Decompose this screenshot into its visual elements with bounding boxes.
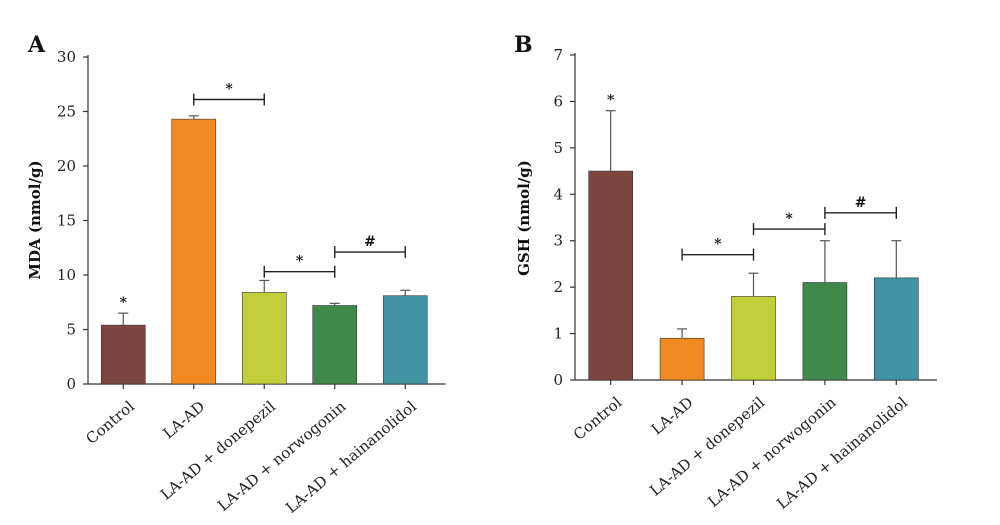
bar (659, 337, 705, 381)
x-tick-label: LA-AD + norwogonin (214, 397, 349, 515)
bar (873, 277, 919, 381)
y-tick-label: 4 (553, 185, 563, 203)
significance-bracket (334, 246, 406, 259)
y-tick-label: 2 (553, 278, 563, 296)
bracket-label: * (714, 237, 722, 253)
x-tick-label: LA-AD + norwogonin (704, 393, 839, 511)
bar (171, 118, 217, 385)
bracket-label: * (225, 82, 233, 98)
y-axis-title: MDA (nmol/g) (26, 160, 44, 279)
y-tick-label: 6 (553, 92, 563, 110)
y-tick-label: 5 (66, 321, 76, 339)
panel-letter: A (27, 32, 46, 58)
bar (802, 282, 848, 381)
y-axis-title: GSH (nmol/g) (515, 160, 533, 276)
significance-bracket (681, 248, 755, 261)
x-tick-label: Control (82, 397, 138, 448)
x-tick-label: LA-AD + donepezil (157, 397, 279, 503)
x-tick-label: LA-AD + hainanolidol (282, 397, 420, 517)
bracket-label: * (296, 254, 304, 270)
bar (382, 295, 428, 385)
y-tick-label: 15 (57, 212, 76, 230)
significance-bracket (263, 265, 336, 278)
significance-bracket (824, 206, 897, 219)
bar (241, 292, 287, 385)
bar (312, 305, 358, 385)
significance-bracket (193, 93, 265, 106)
bar (100, 324, 146, 385)
x-tick-label: LA-AD (159, 397, 208, 442)
bar (588, 170, 634, 381)
y-tick-label: 25 (57, 103, 76, 121)
bar (731, 296, 776, 381)
panel-letter: B (514, 32, 533, 58)
significance-star: * (120, 295, 128, 311)
y-tick-label: 0 (66, 375, 76, 393)
y-tick-label: 1 (553, 325, 563, 343)
significance-bracket (752, 223, 826, 236)
y-tick-label: 0 (553, 371, 563, 389)
x-tick-label: LA-AD + donepezil (646, 393, 768, 499)
y-tick-label: 30 (57, 48, 76, 66)
bracket-label: # (855, 195, 867, 211)
x-tick-label: LA-AD (648, 393, 697, 438)
significance-star: * (607, 93, 615, 109)
y-tick-label: 3 (553, 232, 563, 250)
y-tick-label: 7 (553, 46, 563, 64)
y-tick-label: 10 (57, 266, 76, 284)
bracket-label: * (786, 211, 794, 227)
x-tick-label: Control (570, 393, 626, 444)
x-tick-label: LA-AD + hainanolidol (773, 393, 911, 513)
y-tick-label: 20 (57, 157, 76, 175)
bracket-label: # (364, 234, 376, 250)
y-tick-label: 5 (553, 139, 563, 157)
